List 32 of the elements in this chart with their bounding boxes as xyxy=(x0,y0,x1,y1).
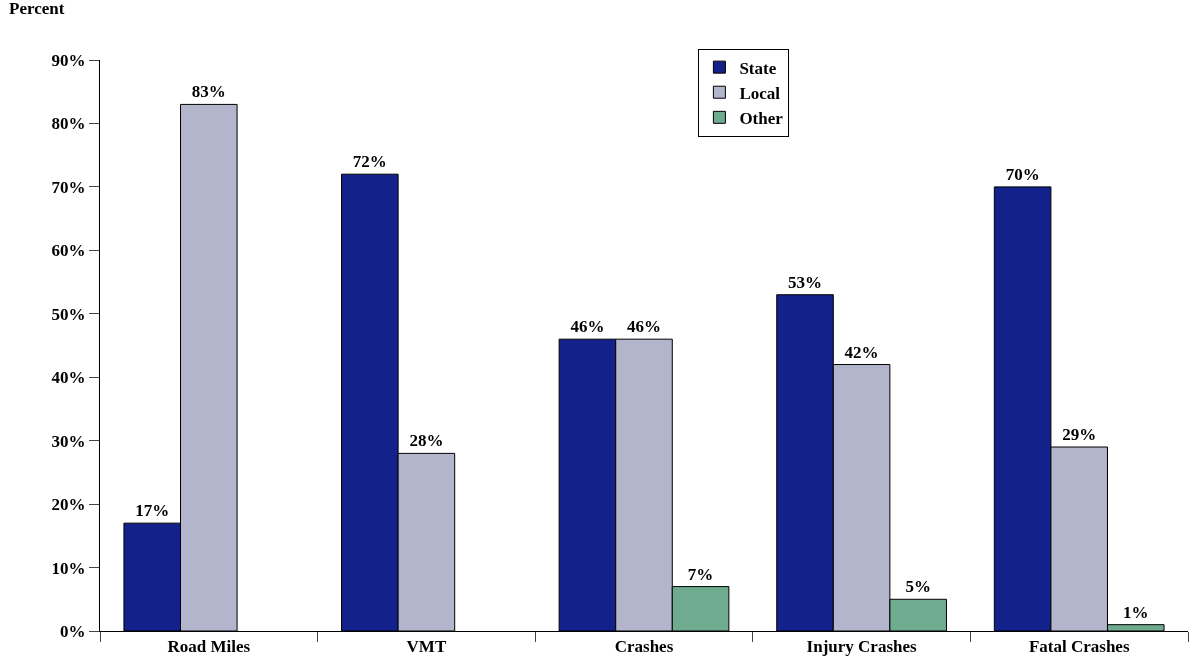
legend-label: Local xyxy=(739,83,781,103)
data-label: 70% xyxy=(1005,164,1040,184)
data-label: 17% xyxy=(135,501,170,521)
data-label: 46% xyxy=(627,317,661,337)
x-tick-label: VMT xyxy=(406,637,447,657)
y-tick-label: 60% xyxy=(51,241,86,261)
x-tick-label: Road Miles xyxy=(167,637,251,657)
x-tick-label: Injury Crashes xyxy=(806,637,917,657)
data-label: 72% xyxy=(352,152,387,172)
y-tick-label: 20% xyxy=(51,495,86,515)
data-label: 83% xyxy=(191,82,226,102)
y-axis-title: Percent xyxy=(9,0,65,18)
data-label: 7% xyxy=(687,564,714,584)
y-tick-label: 40% xyxy=(51,368,86,388)
legend-label: State xyxy=(739,58,777,78)
y-tick-label: 70% xyxy=(51,177,86,197)
data-label: 29% xyxy=(1062,425,1097,445)
y-tick-label: 90% xyxy=(51,50,86,70)
legend-label: Other xyxy=(739,108,784,128)
data-label: 42% xyxy=(844,342,879,362)
y-tick-label: 10% xyxy=(51,558,86,578)
data-label: 28% xyxy=(409,431,444,451)
y-tick-label: 30% xyxy=(51,431,86,451)
data-label: 5% xyxy=(905,577,931,597)
y-tick-label: 0% xyxy=(60,621,86,641)
x-tick-label: Crashes xyxy=(614,637,674,657)
data-label: 53% xyxy=(788,272,823,292)
x-tick-label: Fatal Crashes xyxy=(1028,637,1130,657)
data-label: 1% xyxy=(1123,602,1149,622)
y-tick-label: 80% xyxy=(51,114,86,134)
data-label: 46% xyxy=(570,317,605,337)
y-tick-label: 50% xyxy=(51,304,86,324)
